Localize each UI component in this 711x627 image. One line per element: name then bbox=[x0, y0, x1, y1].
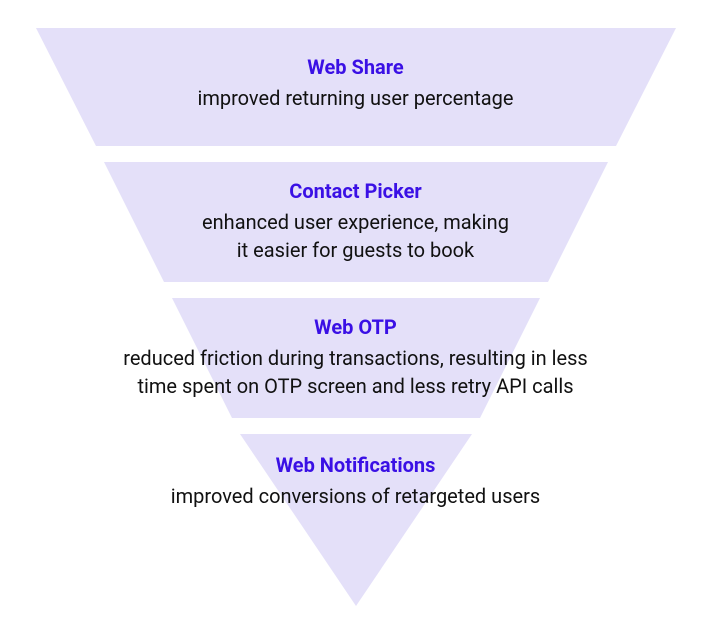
funnel-diagram: Web Share improved returning user percen… bbox=[0, 0, 711, 627]
funnel-trapezoid bbox=[240, 434, 472, 606]
funnel-segment bbox=[0, 28, 711, 146]
funnel-segment bbox=[0, 298, 711, 418]
funnel-trapezoid bbox=[172, 298, 540, 418]
funnel-trapezoid bbox=[104, 162, 608, 282]
funnel-segment bbox=[0, 434, 711, 606]
funnel-segment bbox=[0, 162, 711, 282]
funnel-trapezoid bbox=[36, 28, 676, 146]
